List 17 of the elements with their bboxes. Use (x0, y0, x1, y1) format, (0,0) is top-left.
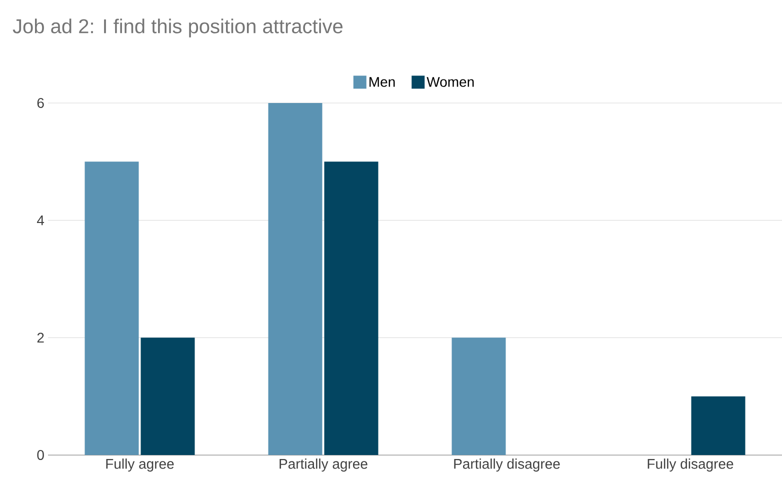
bar (140, 338, 195, 455)
chart-title: Job ad 2: I find this position attractive (12, 18, 343, 38)
legend-label: Women (426, 77, 474, 87)
y-tick-label: 4 (36, 216, 44, 226)
x-tick-label: Fully agree (106, 458, 174, 472)
x-tick-label: Fully disagree (648, 458, 734, 472)
bar (324, 162, 378, 455)
bar (268, 103, 322, 455)
bar (84, 162, 139, 455)
y-tick-label: 6 (37, 98, 44, 108)
bar (691, 396, 746, 455)
bar (452, 338, 506, 455)
x-tick-label: Partially disagree (454, 458, 560, 472)
y-tick-label: 2 (37, 332, 44, 343)
legend-label: Men (370, 77, 395, 87)
x-tick-label: Partially agree (280, 458, 368, 472)
y-tick-label: 0 (37, 450, 44, 460)
